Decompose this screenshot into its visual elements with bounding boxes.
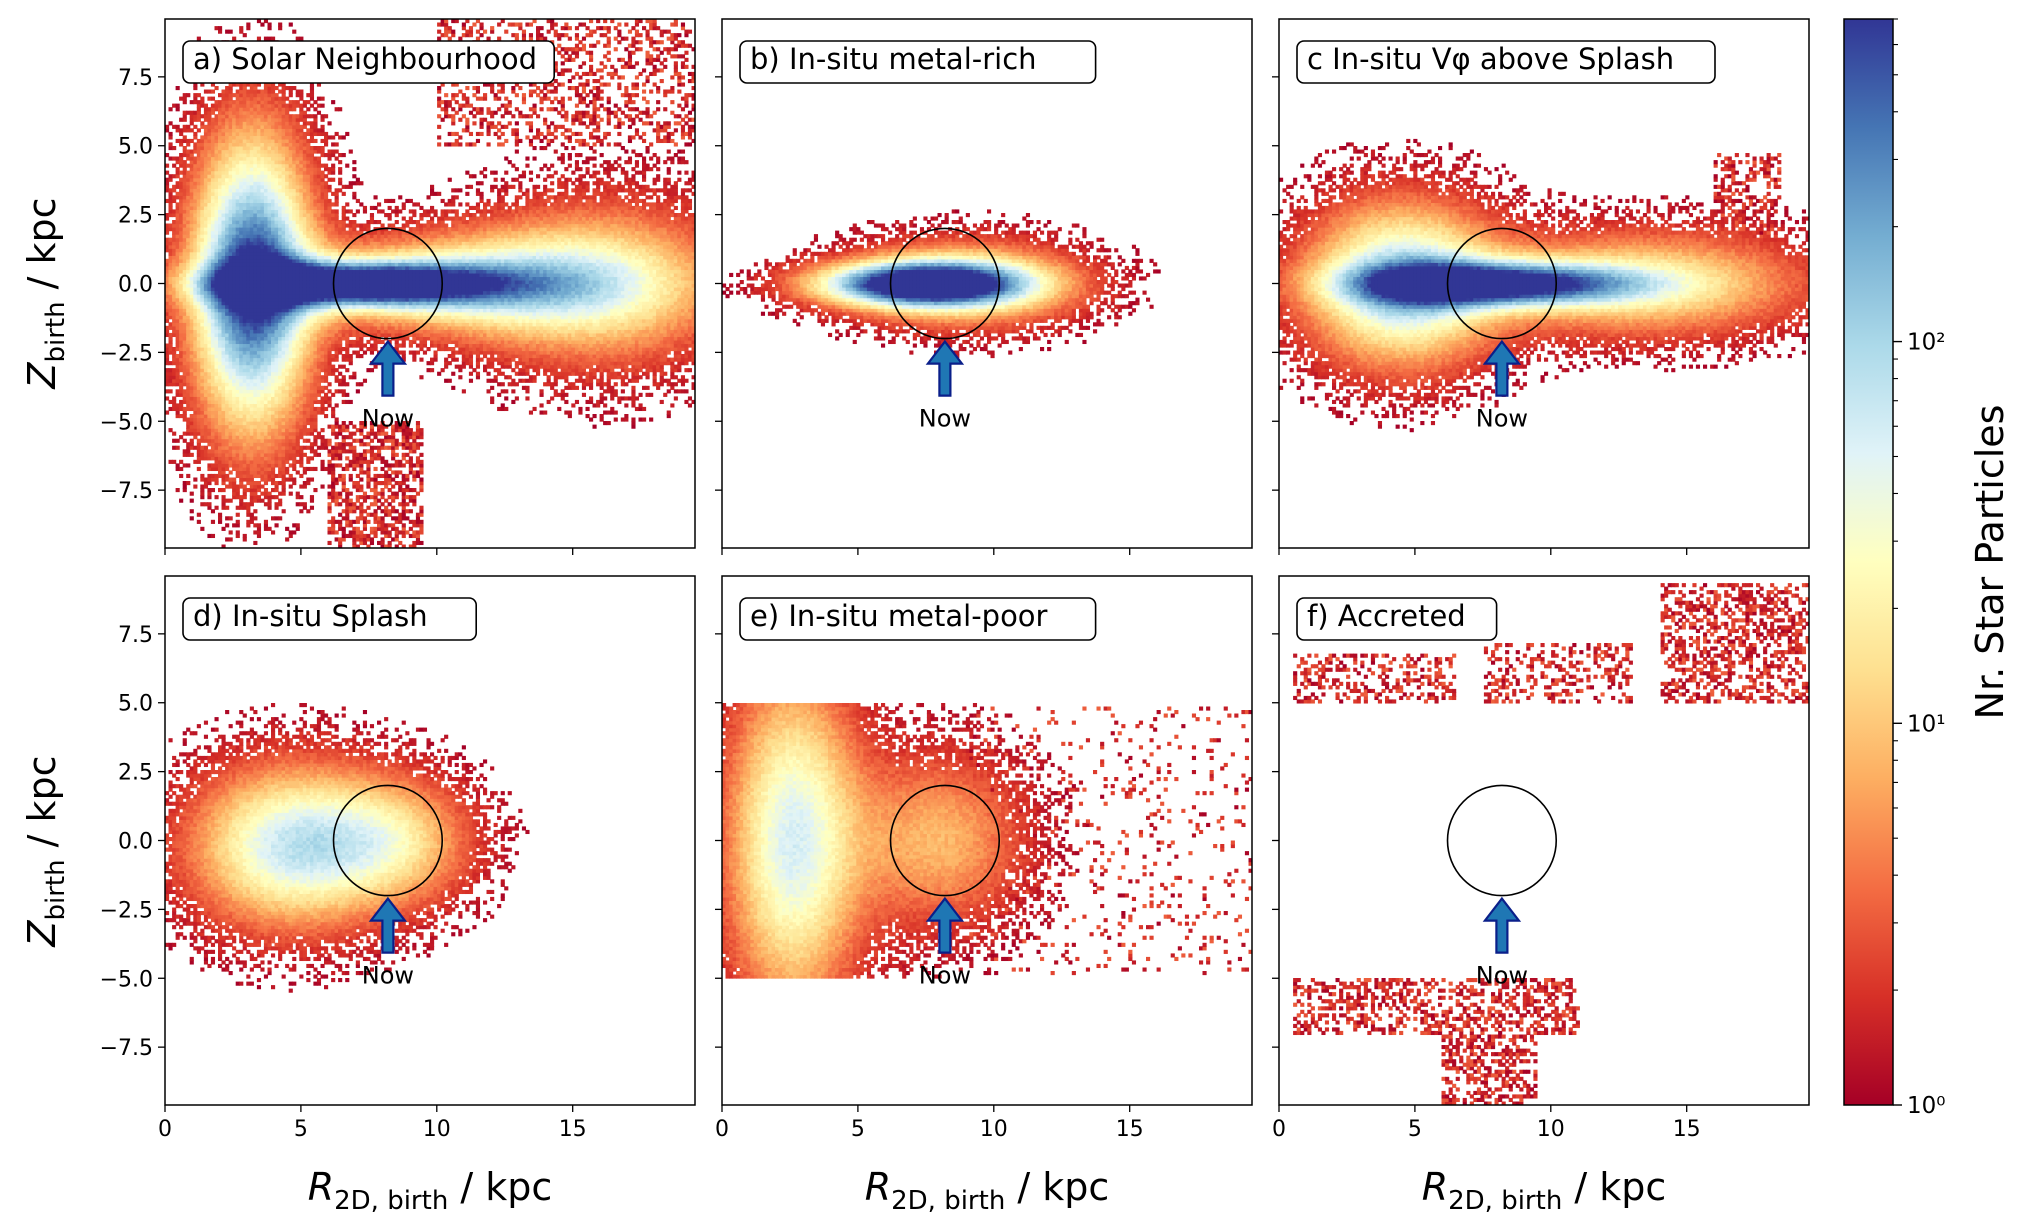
solar-circle bbox=[332, 227, 444, 340]
x-tick-label: 15 bbox=[559, 1117, 587, 1142]
panel-d: 0 5 10 15 7.5 5.0 2.5 0.0 −2.5 −5.0 −7.5 Now d) In-s… bbox=[100, 575, 696, 1142]
now-arrow bbox=[1482, 896, 1522, 954]
x-tick-label: 5 bbox=[1408, 1117, 1422, 1142]
solar-circle bbox=[889, 227, 1001, 340]
y-tick-label: 5.0 bbox=[118, 135, 153, 160]
x-tick-label: 10 bbox=[980, 1117, 1008, 1142]
y-tick-label: 2.5 bbox=[118, 204, 153, 229]
panel-f: 0 5 10 15 Now f) Accreted bbox=[1272, 575, 1810, 1142]
colorbar-ticks: 10⁰ 10¹ 10² bbox=[1893, 18, 1946, 1119]
panel-title-text: e) In-situ metal-poor bbox=[750, 599, 1048, 633]
x-tick-label: 15 bbox=[1116, 1117, 1144, 1142]
now-arrow bbox=[925, 896, 965, 954]
now-label: Now bbox=[1476, 962, 1528, 990]
solar-circle bbox=[889, 784, 1001, 897]
heatmap-cells bbox=[722, 703, 1252, 979]
y-tick-label: 7.5 bbox=[118, 623, 153, 648]
x-tick-label: 15 bbox=[1673, 1117, 1701, 1142]
y-tick-label: 2.5 bbox=[118, 761, 153, 786]
x-tick-label: 0 bbox=[715, 1117, 729, 1142]
y-axis-label-bottom: Zbirth / kpc bbox=[20, 755, 71, 947]
colorbar-tick-label: 10⁰ bbox=[1907, 1093, 1946, 1119]
panel-title-text: a) Solar Neighbourhood bbox=[193, 42, 537, 76]
x-tick-label: 5 bbox=[851, 1117, 865, 1142]
x-tick-label: 10 bbox=[1537, 1117, 1565, 1142]
x-axis-label-middle: R2D, birth / kpc bbox=[865, 1165, 1110, 1216]
colorbar bbox=[1843, 18, 1894, 1106]
solar-circle bbox=[1446, 784, 1558, 897]
y-tick-label: −2.5 bbox=[100, 341, 153, 366]
y-tick-label: −5.0 bbox=[100, 967, 153, 992]
panel-title-text: f) Accreted bbox=[1307, 599, 1466, 633]
now-label: Now bbox=[1476, 405, 1528, 433]
x-tick-label: 0 bbox=[158, 1117, 172, 1142]
solar-circle bbox=[332, 784, 444, 897]
colorbar-tick-label: 10¹ bbox=[1907, 711, 1946, 737]
heatmap-cells bbox=[722, 209, 1161, 359]
heatmap-cells bbox=[165, 19, 695, 548]
now-arrow bbox=[1482, 339, 1522, 397]
panel-title: e) In-situ metal-poor bbox=[739, 597, 1097, 641]
panel-title: c In-situ Vφ above Splash bbox=[1296, 40, 1716, 84]
panel-e: 0 5 10 15 Now e) In-situ metal-poor bbox=[715, 575, 1253, 1142]
y-tick-label: 0.0 bbox=[118, 830, 153, 855]
y-tick-label: −2.5 bbox=[100, 898, 153, 923]
heatmap-cells bbox=[1279, 138, 1809, 433]
now-label: Now bbox=[362, 962, 414, 990]
panel-title-text: d) In-situ Splash bbox=[193, 599, 428, 633]
colorbar-tick-label: 10² bbox=[1907, 330, 1946, 356]
panel-title-text: c In-situ Vφ above Splash bbox=[1307, 42, 1674, 76]
x-tick-label: 10 bbox=[423, 1117, 451, 1142]
y-axis-label-top: Zbirth / kpc bbox=[20, 197, 71, 389]
now-label: Now bbox=[362, 405, 414, 433]
y-tick-label: 5.0 bbox=[118, 692, 153, 717]
panel-c: Now c In-situ Vφ above Splash bbox=[1272, 18, 1810, 555]
panel-b: Now b) In-situ metal-rich bbox=[715, 18, 1253, 555]
panel-title: a) Solar Neighbourhood bbox=[182, 40, 556, 84]
now-arrow bbox=[925, 339, 965, 397]
heatmap-cells bbox=[1293, 583, 1809, 1105]
panel-a: 7.5 5.0 2.5 0.0 −2.5 −5.0 −7.5 Now a) Solar Neig… bbox=[100, 18, 696, 555]
solar-circle bbox=[1446, 227, 1558, 340]
panel-title: d) In-situ Splash bbox=[182, 597, 478, 641]
now-label: Now bbox=[919, 405, 971, 433]
y-tick-label: −7.5 bbox=[100, 479, 153, 504]
panels-group: 7.5 5.0 2.5 0.0 −2.5 −5.0 −7.5 Now a) Solar Neig… bbox=[100, 18, 1810, 1142]
panel-title: f) Accreted bbox=[1296, 597, 1498, 641]
panel-title: b) In-situ metal-rich bbox=[739, 40, 1097, 84]
x-axis-label-left: R2D, birth / kpc bbox=[308, 1165, 553, 1216]
y-tick-label: 7.5 bbox=[118, 66, 153, 91]
heatmap-cells bbox=[165, 703, 530, 993]
now-arrow bbox=[368, 339, 408, 397]
y-tick-label: −7.5 bbox=[100, 1036, 153, 1061]
panel-title-text: b) In-situ metal-rich bbox=[750, 42, 1037, 76]
x-axis-label-right: R2D, birth / kpc bbox=[1422, 1165, 1667, 1216]
y-tick-label: −5.0 bbox=[100, 410, 153, 435]
x-tick-label: 0 bbox=[1272, 1117, 1286, 1142]
now-label: Now bbox=[919, 962, 971, 990]
now-arrow bbox=[368, 896, 408, 954]
y-tick-label: 0.0 bbox=[118, 273, 153, 298]
colorbar-label: Nr. Star Particles bbox=[1968, 405, 2012, 720]
x-tick-label: 5 bbox=[294, 1117, 308, 1142]
